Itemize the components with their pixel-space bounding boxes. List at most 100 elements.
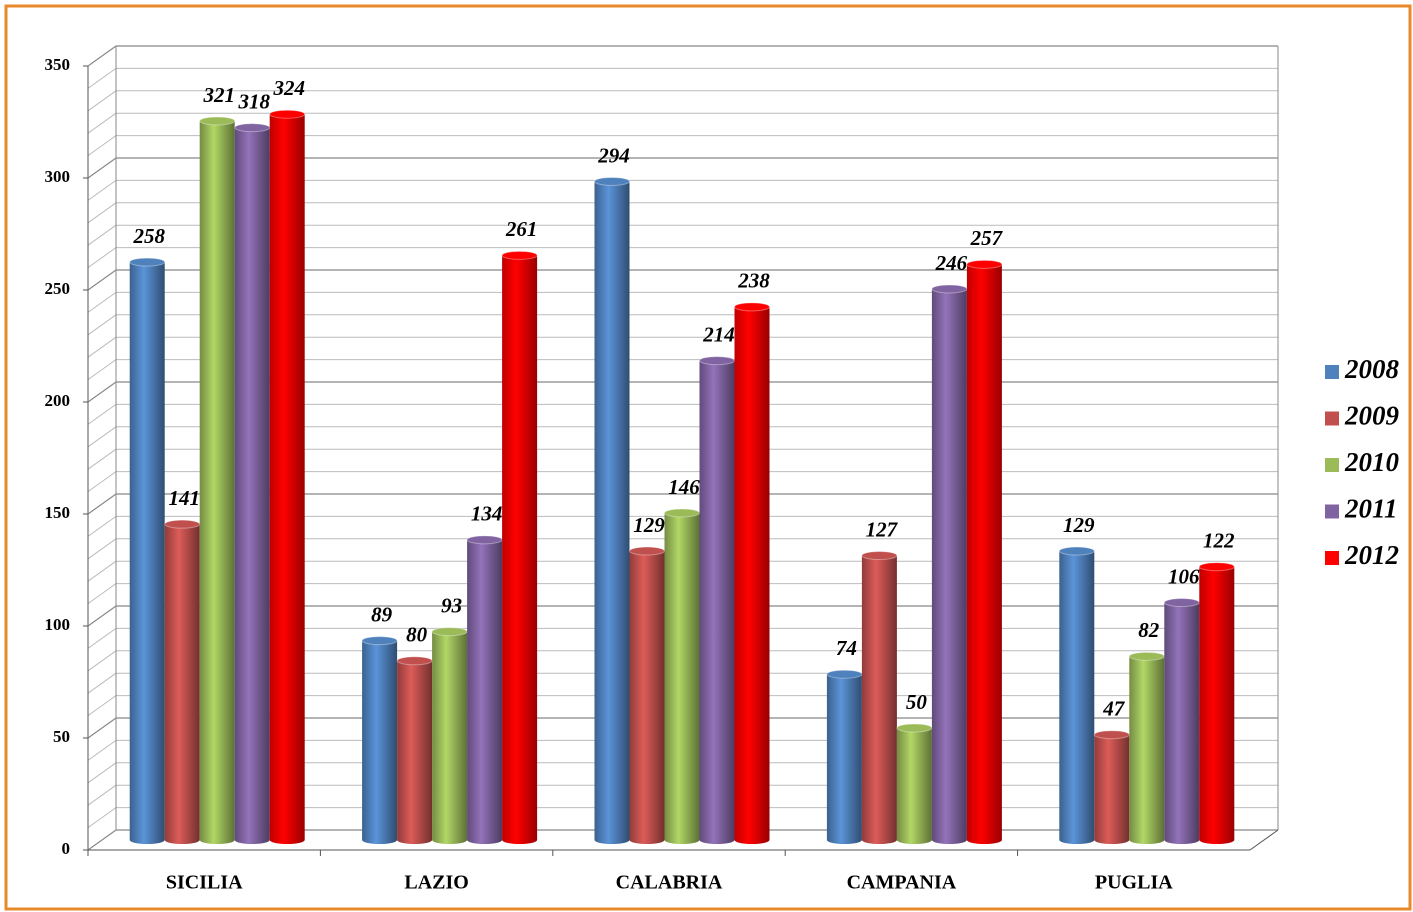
bar-body	[269, 114, 305, 841]
minor-side-line	[87, 515, 117, 537]
value-label: 214	[702, 322, 735, 346]
legend-swatch	[1325, 458, 1339, 472]
minor-side-line	[87, 314, 117, 336]
minor-side-line	[87, 112, 117, 134]
bar	[594, 176, 630, 844]
bar-body	[432, 631, 468, 840]
bar	[431, 627, 468, 844]
value-label: 321	[202, 83, 235, 107]
y-tick-label: 300	[45, 167, 71, 186]
bar-bottom	[1164, 836, 1200, 844]
value-label: 146	[668, 475, 700, 499]
y-tick-label: 0	[62, 839, 71, 858]
y-tick-label: 350	[45, 55, 71, 74]
legend-label: 2008	[1344, 354, 1400, 384]
bar-top	[361, 636, 398, 646]
bar	[1058, 546, 1095, 844]
x-tick-label: PUGLIA	[1095, 872, 1173, 894]
y-tick-label: 200	[45, 391, 71, 410]
value-label: 82	[1138, 618, 1160, 642]
bar-top	[466, 535, 503, 545]
value-label: 74	[836, 636, 857, 660]
bar-bottom	[1094, 836, 1130, 844]
side-grid-line	[87, 381, 117, 403]
bar	[861, 551, 898, 844]
value-label: 127	[866, 517, 899, 541]
minor-side-line	[87, 807, 117, 829]
bar-body	[1129, 656, 1165, 840]
bar	[199, 116, 236, 844]
minor-side-line	[87, 739, 117, 761]
bar-body	[199, 120, 235, 840]
minor-side-line	[87, 90, 117, 112]
bar-top	[826, 669, 863, 679]
bar-top	[1163, 598, 1200, 608]
side-grid-line	[87, 605, 117, 627]
bar	[931, 284, 968, 844]
bar-body	[699, 360, 735, 840]
bar-body	[629, 551, 665, 840]
value-label: 246	[935, 251, 968, 275]
minor-side-line	[87, 224, 117, 246]
value-label: 294	[597, 143, 630, 167]
bar-top	[664, 508, 700, 518]
bar-bottom	[1129, 836, 1165, 844]
bar-top	[1198, 562, 1235, 572]
legend-swatch	[1325, 504, 1339, 519]
side-grid-line	[87, 493, 117, 515]
bar-bottom	[699, 836, 735, 844]
bar-top	[164, 519, 201, 529]
value-label: 89	[371, 602, 393, 626]
bar	[396, 656, 433, 844]
minor-side-line	[87, 784, 117, 806]
minor-side-line	[87, 359, 117, 381]
bar-top	[234, 123, 271, 133]
bar-top	[1058, 546, 1095, 556]
bar-bottom	[966, 836, 1002, 844]
bar	[629, 546, 665, 844]
y-tick-label: 50	[53, 727, 70, 746]
value-label: 318	[237, 89, 270, 113]
bar	[699, 356, 735, 844]
bar	[361, 636, 398, 844]
bar	[734, 302, 770, 844]
bar-body	[1199, 566, 1235, 840]
y-tick-label: 250	[45, 279, 71, 298]
minor-side-line	[87, 762, 117, 784]
value-label: 80	[406, 623, 428, 647]
x-tick-label: CALABRIA	[616, 872, 723, 894]
bar-top	[1128, 651, 1165, 661]
legend-swatch	[1325, 365, 1339, 379]
legend-label: 2010	[1344, 447, 1400, 477]
bar-bottom	[931, 836, 967, 844]
bar	[826, 669, 863, 844]
bar-bottom	[467, 836, 503, 844]
minor-side-line	[87, 336, 117, 358]
value-label: 50	[906, 690, 928, 714]
legend-swatch	[1325, 411, 1339, 426]
bar-bottom	[1199, 836, 1235, 844]
bar-top	[501, 250, 538, 260]
x-tick-label: LAZIO	[404, 872, 468, 894]
y-tick-label: 100	[45, 615, 71, 634]
bar	[1093, 730, 1130, 844]
bar-top	[431, 627, 468, 637]
floor-right	[1249, 829, 1279, 851]
value-label: 93	[441, 593, 462, 617]
minor-side-line	[87, 202, 117, 224]
minor-side-line	[87, 426, 117, 448]
minor-side-line	[87, 627, 117, 649]
bar-bottom	[629, 836, 665, 844]
legend-label: 2012	[1344, 540, 1399, 570]
value-label: 106	[1168, 564, 1200, 588]
side-grid-line	[87, 717, 117, 739]
bar-body	[502, 255, 538, 841]
bar-body	[734, 306, 770, 840]
x-tick-label: CAMPANIA	[847, 872, 957, 894]
minor-side-line	[87, 247, 117, 269]
bar-bottom	[432, 836, 468, 844]
bar-bottom	[362, 836, 398, 844]
minor-side-line	[87, 583, 117, 605]
bar-body	[397, 660, 433, 840]
bar-bottom	[164, 836, 200, 844]
